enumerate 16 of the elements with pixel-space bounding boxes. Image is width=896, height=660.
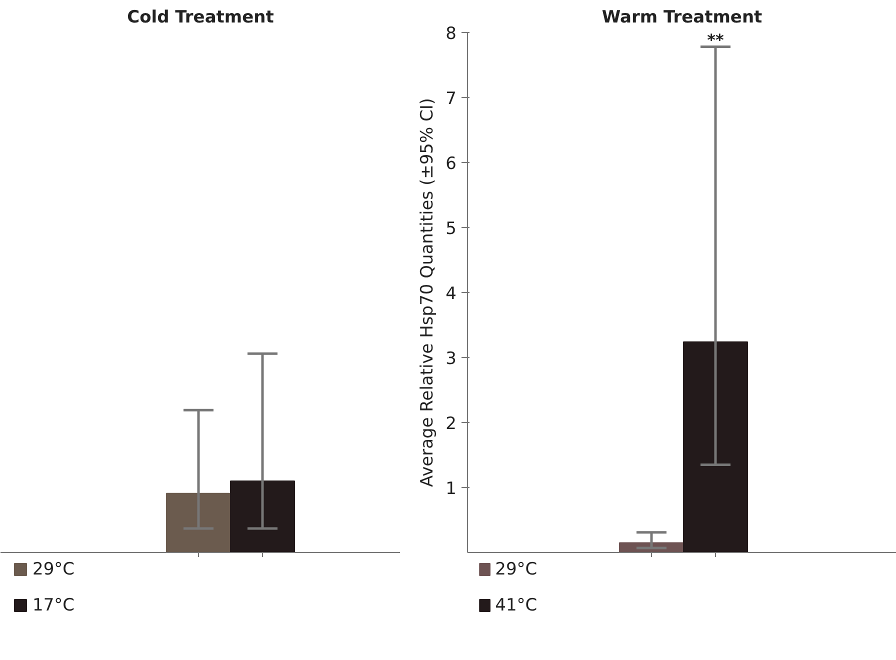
legend-label: 41°C (495, 596, 538, 616)
y-tick-label: 8 (446, 24, 457, 44)
y-tick-label: 6 (446, 154, 457, 174)
y-tick-label: 5 (446, 219, 457, 239)
legend-label: 17°C (32, 596, 75, 616)
y-tick-label: 3 (446, 349, 457, 369)
y-axis-title: Average Relative Hsp70 Quantities (±95% CI) (418, 98, 438, 488)
legend-label: 29°C (495, 560, 538, 580)
chart-title: Warm Treatment (602, 8, 762, 28)
y-tick-label: 1 (446, 479, 457, 499)
y-tick-label: 2 (446, 414, 457, 434)
y-tick-label: 7 (446, 89, 457, 109)
y-tick-label: 4 (446, 284, 457, 304)
legend-label: 29°C (32, 560, 75, 580)
chart-title: Cold Treatment (127, 8, 274, 28)
annotation: ** (707, 30, 724, 50)
